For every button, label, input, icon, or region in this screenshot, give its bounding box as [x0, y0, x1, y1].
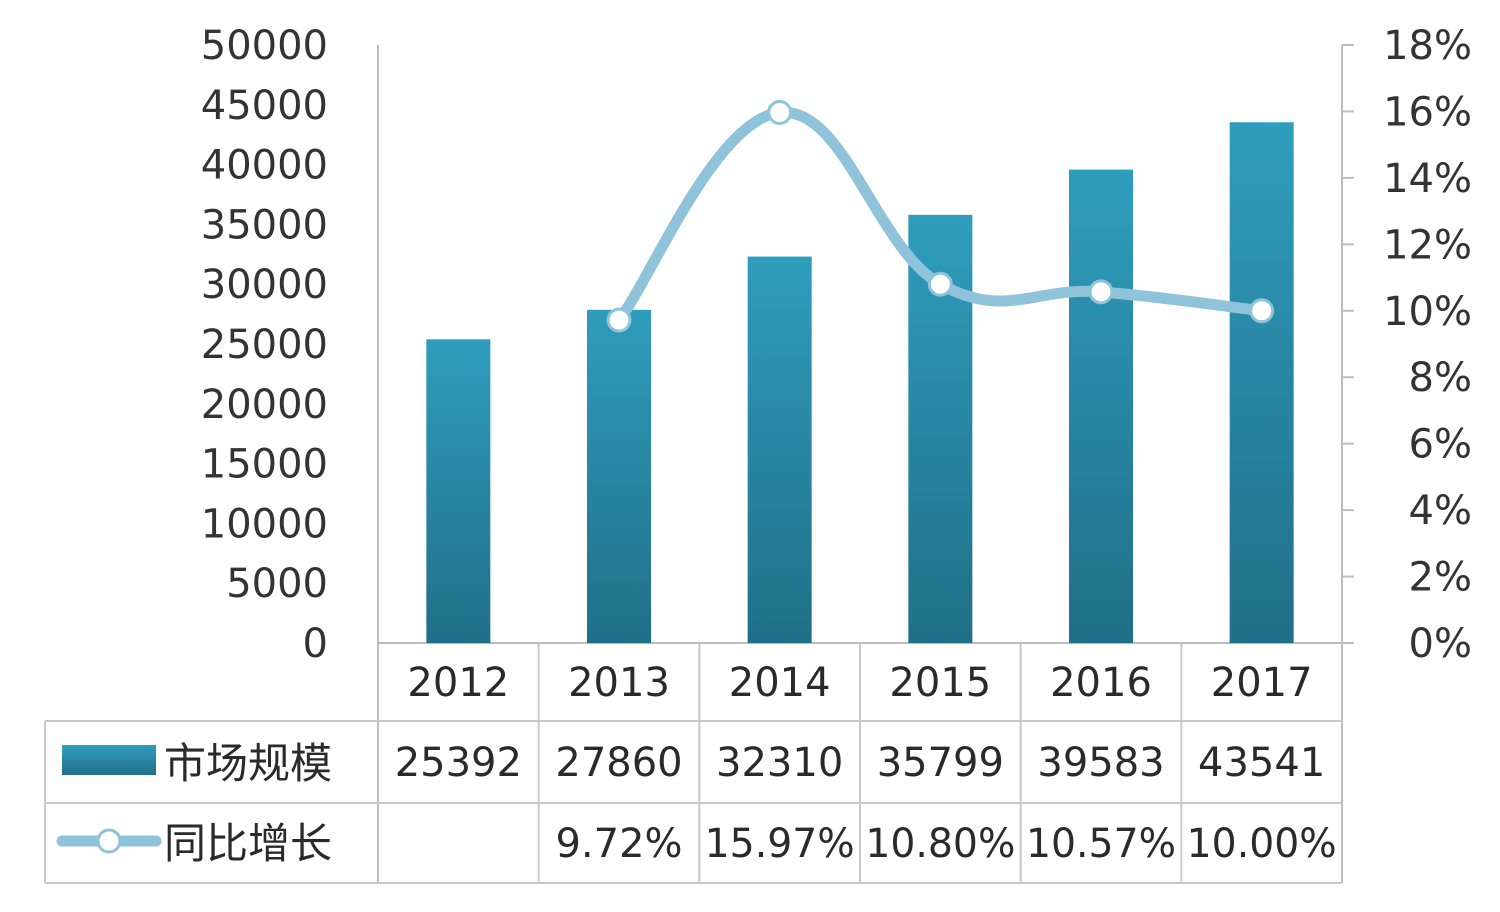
bar-value-cell: 39583: [1037, 740, 1164, 786]
left-tick-label: 35000: [201, 202, 328, 248]
left-tick-label: 20000: [201, 382, 328, 428]
right-tick-label: 6%: [1409, 422, 1472, 468]
category-label: 2017: [1211, 660, 1313, 706]
growth-value-cell: 9.72%: [555, 821, 682, 867]
line-point: [1088, 279, 1114, 305]
bar-series: [426, 122, 1294, 644]
right-tick-label: 12%: [1383, 222, 1472, 268]
data-table: 2012 2013 2014 2015 2016 2017 25392 27860 32310 3…: [44, 643, 1342, 884]
right-tick-label: 8%: [1409, 355, 1472, 401]
line-point: [767, 99, 793, 125]
left-tick-label: 0: [303, 621, 328, 667]
category-label: 2014: [729, 660, 831, 706]
right-tick-label: 14%: [1383, 156, 1472, 202]
bar-value-cell: 35799: [877, 740, 1004, 786]
right-tick-label: 2%: [1409, 555, 1472, 601]
legend-label-bar: 市场规模: [164, 739, 332, 788]
line-point: [1249, 298, 1275, 324]
category-label: 2015: [889, 660, 991, 706]
left-axis-ticks: 0 5000 10000 15000 20000 25000 30000 35000 40000…: [201, 23, 328, 667]
line-point: [927, 271, 953, 297]
right-tick-label: 18%: [1383, 23, 1472, 69]
legend-line-marker: [96, 828, 122, 854]
line-series: [606, 99, 1275, 333]
bar-value-cell: 27860: [555, 740, 682, 786]
bar: [747, 256, 812, 643]
bar: [426, 339, 491, 643]
bar-value-cell: 43541: [1198, 740, 1325, 786]
left-tick-label: 5000: [226, 561, 328, 607]
right-axis-ticks: 0% 2% 4% 6% 8% 10% 12% 14% 16% 18%: [1342, 23, 1472, 667]
bar: [587, 309, 651, 643]
legend-label-line: 同比增长: [164, 819, 332, 868]
bar: [1069, 169, 1133, 643]
left-tick-label: 30000: [201, 262, 328, 308]
left-tick-label: 40000: [201, 143, 328, 189]
left-tick-label: 25000: [201, 322, 328, 368]
bar-value-cell: 32310: [716, 740, 843, 786]
bar-value-cell: 25392: [395, 740, 522, 786]
left-tick-label: 10000: [201, 501, 328, 547]
left-tick-label: 15000: [201, 442, 328, 488]
right-tick-label: 0%: [1409, 621, 1472, 667]
legend-bar-swatch: [62, 745, 156, 775]
growth-value-cell: 10.80%: [865, 821, 1015, 867]
category-label: 2016: [1050, 660, 1152, 706]
growth-value-cell: 10.00%: [1187, 821, 1337, 867]
right-tick-label: 4%: [1409, 488, 1472, 534]
growth-value-cell: 10.57%: [1026, 821, 1176, 867]
bar: [1229, 122, 1294, 644]
growth-value-cell: 15.97%: [705, 821, 855, 867]
growth-line: [613, 106, 1268, 326]
category-label: 2012: [407, 660, 509, 706]
line-point: [606, 307, 632, 333]
right-tick-label: 10%: [1383, 289, 1472, 335]
right-tick-label: 16%: [1383, 89, 1472, 135]
left-tick-label: 50000: [201, 23, 328, 69]
left-tick-label: 45000: [201, 83, 328, 129]
category-label: 2013: [568, 660, 670, 706]
